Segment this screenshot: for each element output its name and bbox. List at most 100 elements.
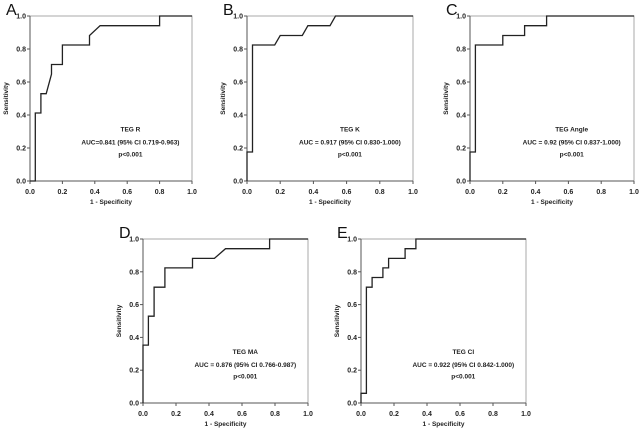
x-tick-label: 0.0 [242,189,252,196]
x-tick-label: 0.2 [389,411,399,418]
panel-a: A 0.0 0.2 0.4 0.6 0.8 1.0 0.0 0.2 0.4 0.6 0.8 1.0 1 -… [3,2,197,206]
panel-e: E 0.0 0.2 0.4 0.6 0.8 1.0 0.0 0.2 0.4 0.6 0.8 1.0 1 -… [334,225,531,428]
y-tick-label: 0.8 [129,269,139,276]
x-tick-label: 0.4 [531,189,541,196]
roc-curve-a [30,15,192,182]
x-axis-label: 1 - Specificity [531,199,573,206]
y-axis-label: Sensitivity [220,82,227,115]
y-tick-label: 1.0 [129,237,139,244]
x-tick-label: 0.6 [342,189,352,196]
x-tick-label: 0.4 [204,411,214,418]
annotation-p-value: p<0.001 [451,373,475,380]
panel-label: C [446,2,458,19]
plot-frame [30,15,193,181]
y-tick-label: 1.0 [16,14,26,21]
roc-curve-b [246,15,413,181]
y-tick-label: 0.4 [233,113,243,120]
y-tick-label: 0.2 [456,146,466,153]
x-tick-label: 0.8 [155,189,165,196]
annotation-p-value: p<0.001 [560,151,584,158]
annotation-auc: AUC = 0.917 (95% CI 0.830-1.000) [299,140,401,147]
x-tick-label: 0.6 [122,189,132,196]
x-axis-label: 1 - Specificity [423,421,465,428]
x-tick-label: 1.0 [303,411,313,418]
y-tick-label: 1.0 [347,237,357,244]
x-axis-label: 1 - Specificity [90,199,132,206]
y-tick-label: 0.6 [456,80,466,87]
panel-label: E [337,225,348,242]
x-tick-label: 0.8 [270,411,280,418]
y-tick-label: 0.6 [233,80,243,87]
x-tick-label: 0.2 [498,189,508,196]
x-tick-label: 0.0 [138,411,148,418]
x-tick-label: 0.6 [564,189,574,196]
x-tick-label: 0.8 [488,411,498,418]
y-tick-label: 0.8 [233,47,243,54]
plot-frame [247,15,414,181]
annotation-auc: AUC=0.841 (95% CI 0.719-0.963) [81,140,179,147]
x-tick-label: 0.8 [596,189,606,196]
annotation-title: TEG K [340,127,360,134]
annotation-title: TEG R [121,127,141,134]
annotation-auc: AUC = 0.92 (95% CI 0.837-1.000) [523,140,621,147]
y-tick-label: 0.0 [347,401,357,408]
y-tick-label: 0.6 [129,302,139,309]
y-tick-label: 0.8 [456,47,466,54]
y-tick-label: 0.0 [456,179,466,186]
y-tick-label: 1.0 [233,14,243,21]
annotation-auc: AUC = 0.876 (95% CI 0.766-0.987) [194,362,296,369]
panel-d: D 0.0 0.2 0.4 0.6 0.8 1.0 0.0 0.2 0.4 0.6 0.8 1.0 1 -… [116,225,313,428]
x-tick-label: 0.8 [375,189,385,196]
y-tick-label: 0.8 [16,47,26,54]
x-tick-label: 1.0 [187,189,197,196]
roc-curve-c [469,15,634,181]
y-tick-label: 0.0 [233,179,243,186]
x-tick-label: 0.4 [422,411,432,418]
y-tick-label: 0.2 [233,146,243,153]
x-tick-label: 1.0 [408,189,418,196]
annotation-auc: AUC = 0.922 (95% CI 0.842-1.000) [412,362,514,369]
y-axis-label: Sensitivity [116,304,123,337]
x-tick-label: 0.2 [171,411,181,418]
x-tick-label: 0.4 [309,189,319,196]
plot-frame [470,15,635,181]
x-tick-label: 1.0 [629,189,639,196]
y-tick-label: 0.2 [16,146,26,153]
y-axis-label: Sensitivity [3,82,10,115]
y-tick-label: 0.2 [347,368,357,375]
y-axis-label: Sensitivity [443,82,450,115]
x-tick-label: 1.0 [521,411,531,418]
annotation-title: TEG CI [452,349,474,356]
x-axis-label: 1 - Specificity [205,421,247,428]
roc-curve-e [360,238,526,403]
x-tick-label: 0.2 [275,189,285,196]
y-tick-label: 0.4 [456,113,466,120]
x-tick-label: 0.6 [455,411,465,418]
y-tick-label: 0.0 [129,401,139,408]
y-tick-label: 0.4 [16,113,26,120]
panel-label: A [6,2,17,19]
y-tick-label: 1.0 [456,14,466,21]
panel-c: C 0.0 0.2 0.4 0.6 0.8 1.0 0.0 0.2 0.4 0.6 0.8 1.0 1 -… [443,2,639,206]
x-tick-label: 0.4 [90,189,100,196]
x-tick-label: 0.0 [465,189,475,196]
y-tick-label: 0.6 [16,80,26,87]
panel-label: D [119,225,131,242]
y-tick-label: 0.2 [129,368,139,375]
y-tick-label: 0.4 [129,335,139,342]
x-axis-label: 1 - Specificity [309,199,351,206]
roc-curve-d [142,238,308,403]
annotation-title: TEG MA [233,349,259,356]
annotation-p-value: p<0.001 [338,151,362,158]
y-tick-label: 0.6 [347,302,357,309]
x-tick-label: 0.2 [58,189,68,196]
y-tick-label: 0.4 [347,335,357,342]
x-tick-label: 0.0 [356,411,366,418]
plot-frame [143,238,309,403]
x-tick-label: 0.0 [25,189,35,196]
y-axis-label: Sensitivity [334,304,341,337]
panel-label: B [223,2,234,19]
y-tick-label: 0.0 [16,179,26,186]
panel-b: B 0.0 0.2 0.4 0.6 0.8 1.0 0.0 0.2 0.4 0.6 0.8 1.0 1 -… [220,2,418,206]
